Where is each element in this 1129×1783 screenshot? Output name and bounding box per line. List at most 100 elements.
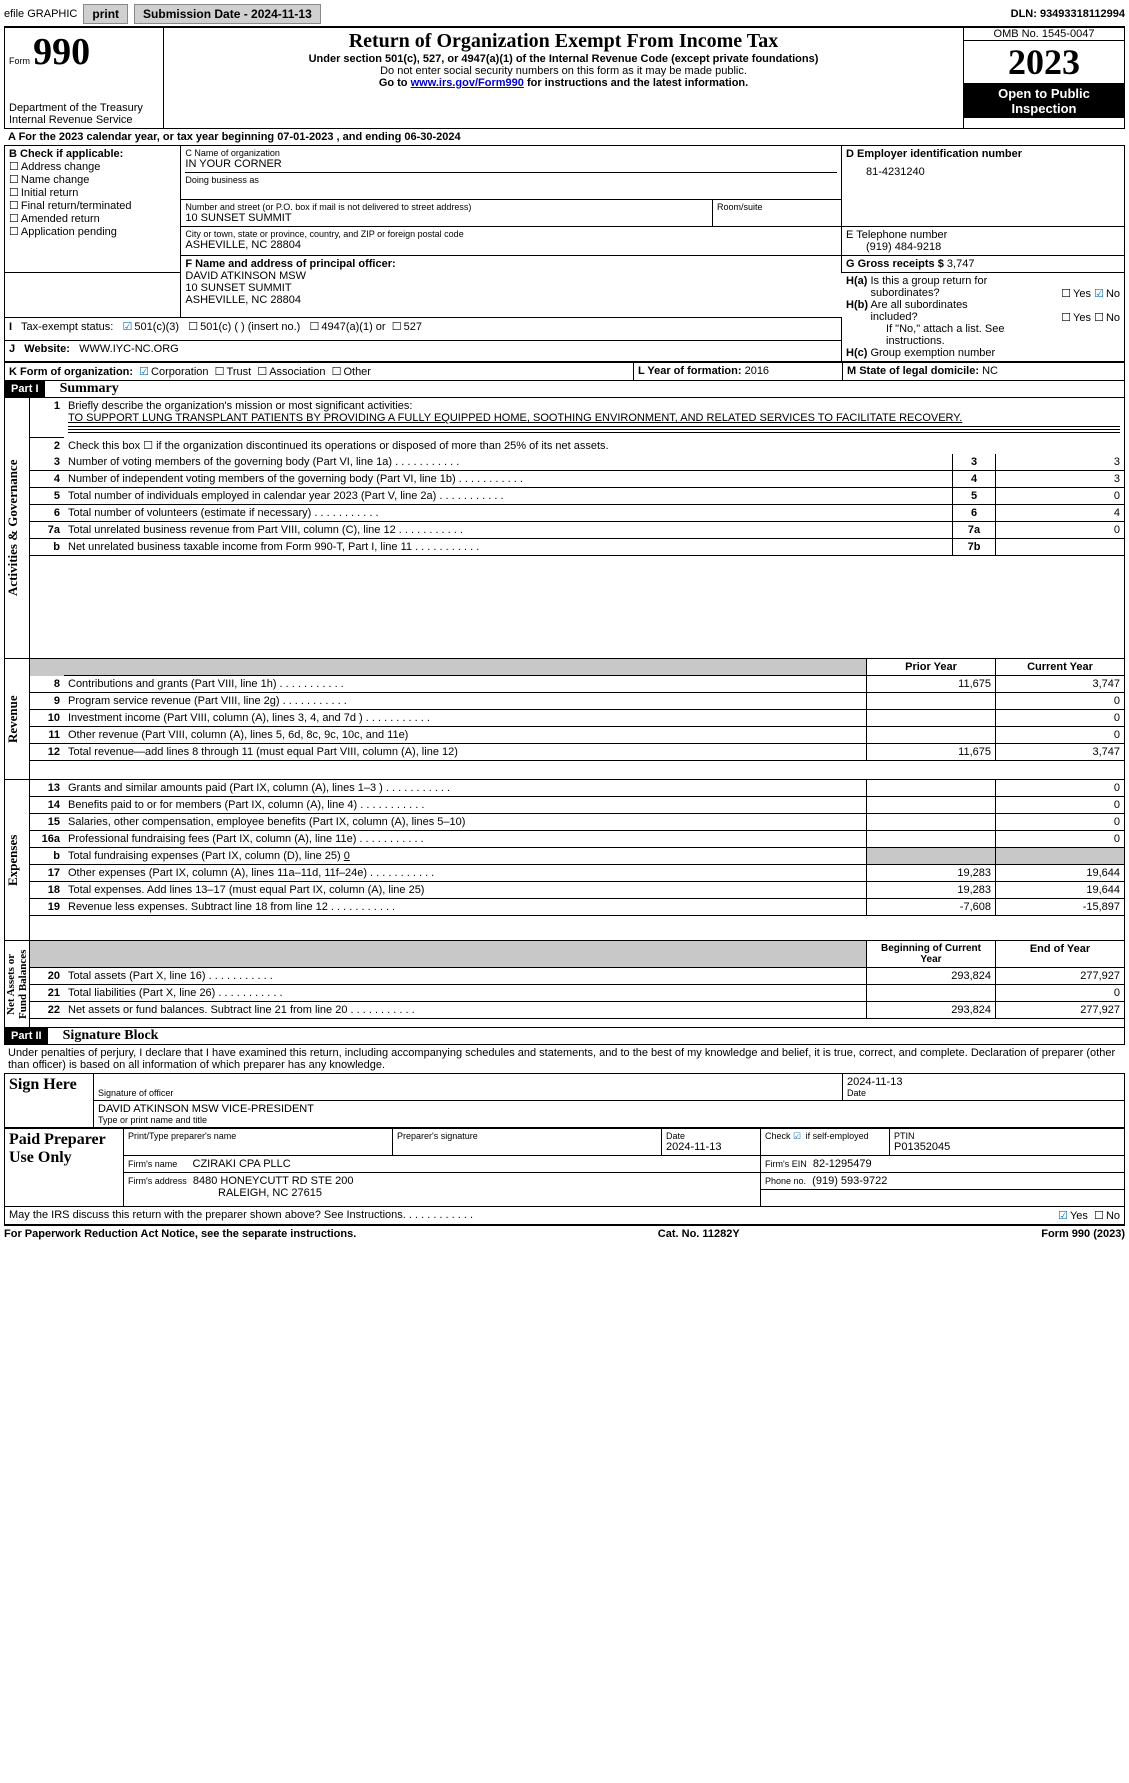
v3: 3 [996,454,1125,471]
irs-link[interactable]: www.irs.gov/Form990 [411,77,524,89]
print-button[interactable]: print [83,4,128,24]
l16b-pre: Total fundraising expenses (Part IX, col… [68,850,344,862]
cb-527[interactable]: 527 [392,321,422,333]
v6: 4 [996,505,1125,522]
p11 [867,727,996,744]
perjury-text: Under penalties of perjury, I declare th… [4,1045,1125,1073]
sidebar-netassets: Net Assets or Fund Balances [5,941,29,1027]
hb-note: If "No," attach a list. See instructions… [846,323,1120,347]
discuss-yes[interactable]: Yes [1058,1210,1088,1222]
form-title: Return of Organization Exempt From Incom… [168,30,959,53]
v5: 0 [996,488,1125,505]
cb-assoc[interactable]: Association [257,366,325,378]
l7a: Total unrelated business revenue from Pa… [64,522,953,539]
print-name-label: Print/Type preparer's name [128,1131,388,1141]
box-f-label: F Name and address of principal officer: [185,258,837,270]
l10: Investment income (Part VIII, column (A)… [64,710,867,727]
l1-label: Briefly describe the organization's miss… [68,400,412,412]
line-a: A For the 2023 calendar year, or tax yea… [4,129,1125,145]
sign-date-label: Date [847,1088,1120,1098]
bcdefg-table: B Check if applicable: Address change Na… [4,145,1125,362]
c17: 19,644 [996,865,1125,882]
cb-address[interactable]: Address change [9,160,176,173]
l4: Number of independent voting members of … [64,471,953,488]
discuss-text: May the IRS discuss this return with the… [9,1209,473,1221]
box-d-label: D Employer identification number [846,148,1120,160]
p13 [867,780,996,797]
ha-yes[interactable]: Yes [1061,288,1091,300]
prep-date: 2024-11-13 [666,1141,756,1153]
ha-no[interactable]: No [1094,288,1120,300]
sidebar-activities: Activities & Governance [5,398,21,658]
goto-line: Go to www.irs.gov/Form990 for instructio… [168,77,959,89]
firm-ein: 82-1295479 [813,1158,872,1170]
cb-initial[interactable]: Initial return [9,186,176,199]
sign-table: Sign Here Signature of officer 2024-11-1… [4,1073,1125,1128]
cb-final[interactable]: Final return/terminated [9,199,176,212]
sign-here: Sign Here [5,1074,94,1128]
prep-date-label: Date [666,1131,756,1141]
discuss-no[interactable]: No [1094,1210,1120,1222]
type-title-label: Type or print name and title [98,1115,1120,1125]
irs: Internal Revenue Service [9,114,159,126]
l20: Total assets (Part X, line 16) [64,968,867,985]
c12: 3,747 [996,744,1125,761]
c20: 277,927 [996,968,1125,985]
website-label: Website: [24,343,70,355]
hb-yes[interactable]: Yes [1061,312,1091,324]
cb-corp[interactable]: Corporation [139,366,208,378]
klm-table: K Form of organization: Corporation Trus… [4,362,1125,381]
cb-501c3[interactable]: 501(c)(3) [123,321,180,333]
cb-other[interactable]: Other [332,366,371,378]
netasset-lines: Beginning of Current YearEnd of Year 20T… [30,941,1124,1019]
p16a [867,831,996,848]
l2: Check this box ☐ if the organization dis… [64,437,1124,454]
box-e-label: E Telephone number [846,229,1120,241]
l3: Number of voting members of the governin… [64,454,953,471]
ssn-warning: Do not enter social security numbers on … [168,65,959,77]
h-a: H(a) Is this a group return for subordin… [846,275,1120,299]
hb-no[interactable]: No [1094,312,1120,324]
cb-self-emp[interactable] [793,1131,803,1141]
goto-post: for instructions and the latest informat… [524,77,748,89]
activities-lines: 1 Briefly describe the organization's mi… [30,398,1124,556]
cb-name[interactable]: Name change [9,173,176,186]
sidebar-expenses: Expenses [5,780,21,940]
line-i-label: I [9,321,12,333]
room-label: Room/suite [717,202,837,212]
l12: Total revenue—add lines 8 through 11 (mu… [64,744,867,761]
p21 [867,985,996,1002]
cb-app[interactable]: Application pending [9,225,176,238]
officer-addr2: ASHEVILLE, NC 28804 [185,294,837,306]
mission-text: TO SUPPORT LUNG TRANSPLANT PATIENTS BY P… [68,412,962,424]
phone: (919) 484-9218 [846,241,1120,253]
l11: Other revenue (Part VIII, column (A), li… [64,727,867,744]
v4: 3 [996,471,1125,488]
c14: 0 [996,797,1125,814]
firm-ein-label: Firm's EIN [765,1159,807,1169]
c15: 0 [996,814,1125,831]
cb-4947[interactable]: 4947(a)(1) or [310,321,386,333]
v7a: 0 [996,522,1125,539]
v7b [996,539,1125,556]
header-table: Form 990 Department of the Treasury Inte… [4,27,1125,129]
cat-no: Cat. No. 11282Y [658,1228,740,1240]
p20: 293,824 [867,968,996,985]
c21: 0 [996,985,1125,1002]
cb-amended[interactable]: Amended return [9,212,176,225]
dln: DLN: 93493318112994 [1011,8,1125,20]
p18: 19,283 [867,882,996,899]
l16a: Professional fundraising fees (Part IX, … [64,831,867,848]
firm-name: CZIRAKI CPA PLLC [193,1158,291,1170]
summary-table: Activities & Governance 1 Briefly descri… [4,398,1125,1028]
h-c: H(c) Group exemption number [846,347,1120,359]
l21: Total liabilities (Part X, line 26) [64,985,867,1002]
form-under: Under section 501(c), 527, or 4947(a)(1)… [168,53,959,65]
l5: Total number of individuals employed in … [64,488,953,505]
form-number: 990 [33,31,90,73]
cb-501c[interactable]: 501(c) ( ) (insert no.) [188,321,300,333]
cb-trust[interactable]: Trust [215,366,252,378]
discuss-row: May the IRS discuss this return with the… [4,1207,1125,1225]
sign-date-val: 2024-11-13 [847,1076,1120,1088]
l14: Benefits paid to or for members (Part IX… [64,797,867,814]
